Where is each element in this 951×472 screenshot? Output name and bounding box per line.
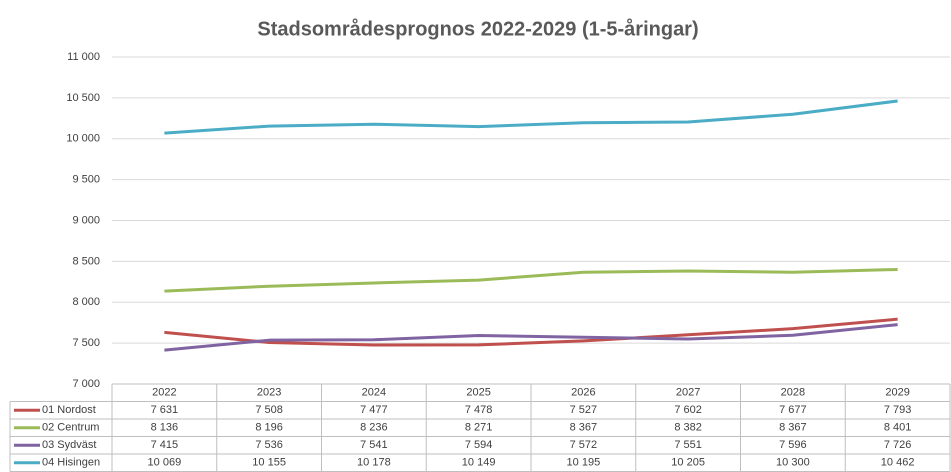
table-value: 7 677: [779, 404, 807, 416]
table-value: 10 069: [148, 457, 182, 469]
table-value: 8 367: [570, 422, 598, 434]
table-value: 8 236: [360, 422, 388, 434]
x-tick-label: 2029: [885, 387, 909, 399]
x-tick-label: 2027: [676, 387, 700, 399]
x-tick-label: 2022: [152, 387, 176, 399]
series-line: [164, 99, 898, 135]
table-value: 7 478: [465, 404, 493, 416]
x-tick-label: 2026: [571, 387, 595, 399]
y-tick-label: 9 000: [72, 214, 100, 226]
table-value: 7 508: [255, 404, 283, 416]
table-value: 7 551: [674, 439, 702, 451]
table-value: 8 382: [674, 422, 702, 434]
y-tick-label: 8 000: [72, 296, 100, 308]
table-value: 7 536: [255, 439, 283, 451]
legend-label: 01 Nordost: [42, 404, 96, 416]
x-tick-label: 2023: [257, 387, 281, 399]
chart-title: Stadsområdesprognos 2022-2029 (1-5-åring…: [257, 17, 698, 40]
legend-label: 02 Centrum: [42, 422, 99, 434]
table-value: 8 136: [151, 422, 179, 434]
table-value: 7 631: [151, 404, 179, 416]
y-tick-label: 11 000: [67, 51, 100, 63]
y-tick-label: 10 000: [66, 133, 100, 145]
table-value: 10 195: [567, 457, 601, 469]
table-value: 10 300: [776, 457, 810, 469]
table-value: 10 149: [462, 457, 496, 469]
table-value: 7 572: [570, 439, 598, 451]
table-value: 7 594: [465, 439, 493, 451]
table-value: 10 205: [671, 457, 705, 469]
y-tick-label: 8 500: [72, 255, 100, 267]
legend-label: 03 Sydväst: [42, 439, 96, 451]
table-value: 8 196: [255, 422, 283, 434]
table-value: 7 793: [884, 404, 912, 416]
table-value: 7 726: [884, 439, 912, 451]
table-value: 8 401: [884, 422, 912, 434]
table-value: 8 367: [779, 422, 807, 434]
series-line: [164, 317, 898, 347]
x-tick-label: 2028: [781, 387, 805, 399]
table-value: 10 462: [881, 457, 915, 469]
table-value: 7 541: [360, 439, 388, 451]
table-value: 7 415: [151, 439, 179, 451]
series-line: [164, 323, 898, 352]
table-value: 7 477: [360, 404, 388, 416]
series-line: [164, 267, 898, 293]
x-tick-label: 2024: [362, 387, 386, 399]
table-value: 10 178: [357, 457, 391, 469]
y-tick-label: 7 500: [72, 337, 100, 349]
y-tick-label: 10 500: [66, 92, 100, 104]
table-value: 7 527: [570, 404, 598, 416]
table-value: 7 602: [674, 404, 702, 416]
y-tick-label: 9 500: [72, 174, 100, 186]
table-value: 10 155: [252, 457, 286, 469]
table-value: 7 596: [779, 439, 807, 451]
x-tick-label: 2025: [466, 387, 490, 399]
legend-label: 04 Hisingen: [42, 457, 100, 469]
table-value: 8 271: [465, 422, 493, 434]
y-tick-label: 7 000: [72, 378, 100, 390]
